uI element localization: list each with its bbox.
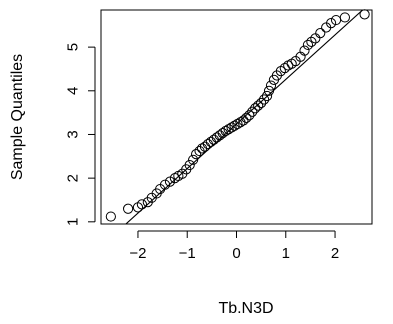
- data-point: [226, 122, 237, 133]
- data-point: [244, 110, 255, 121]
- data-point: [263, 85, 275, 96]
- data-point: [232, 118, 243, 130]
- data-point: [265, 80, 277, 91]
- data-point: [250, 103, 261, 114]
- data-point: [205, 136, 216, 147]
- x-axis-title: Tb.N3D: [218, 300, 273, 317]
- x-tick-label: 2: [331, 245, 339, 262]
- data-point: [326, 18, 337, 29]
- data-point: [310, 33, 321, 44]
- data-point: [136, 199, 147, 210]
- x-tick-label: 1: [282, 245, 290, 262]
- data-point: [359, 9, 370, 20]
- y-tick-label: 3: [65, 130, 82, 138]
- y-tick-label: 2: [65, 174, 82, 182]
- y-tick-label: 1: [65, 218, 82, 226]
- y-tick-label: 4: [65, 87, 82, 95]
- x-tick-label: −2: [129, 245, 146, 262]
- data-point: [188, 154, 199, 165]
- data-point: [238, 115, 249, 126]
- data-point: [261, 90, 273, 102]
- data-point: [315, 28, 326, 39]
- data-point: [258, 94, 270, 105]
- data-point: [299, 45, 310, 56]
- y-tick-label: 5: [65, 43, 82, 51]
- data-point: [339, 12, 350, 23]
- x-tick-label: 0: [232, 245, 240, 262]
- data-point: [241, 112, 252, 123]
- plot-area-border: [100, 9, 373, 225]
- data-point: [306, 36, 317, 47]
- data-point: [211, 132, 222, 143]
- data-point: [229, 120, 240, 131]
- data-point: [202, 138, 214, 150]
- data-point: [190, 149, 202, 160]
- y-axis-title: Sample Quantiles: [9, 54, 26, 180]
- data-point: [208, 134, 219, 145]
- data-point: [302, 39, 314, 51]
- data-point: [169, 173, 181, 184]
- data-point: [220, 125, 231, 137]
- data-point: [247, 106, 258, 117]
- data-point: [184, 159, 195, 171]
- data-point: [159, 179, 171, 190]
- data-point: [256, 97, 267, 109]
- data-point: [253, 100, 264, 111]
- data-point: [217, 128, 228, 139]
- x-tick-label: −1: [179, 245, 196, 262]
- data-point: [105, 211, 116, 222]
- data-point: [223, 124, 234, 135]
- data-point: [123, 203, 134, 214]
